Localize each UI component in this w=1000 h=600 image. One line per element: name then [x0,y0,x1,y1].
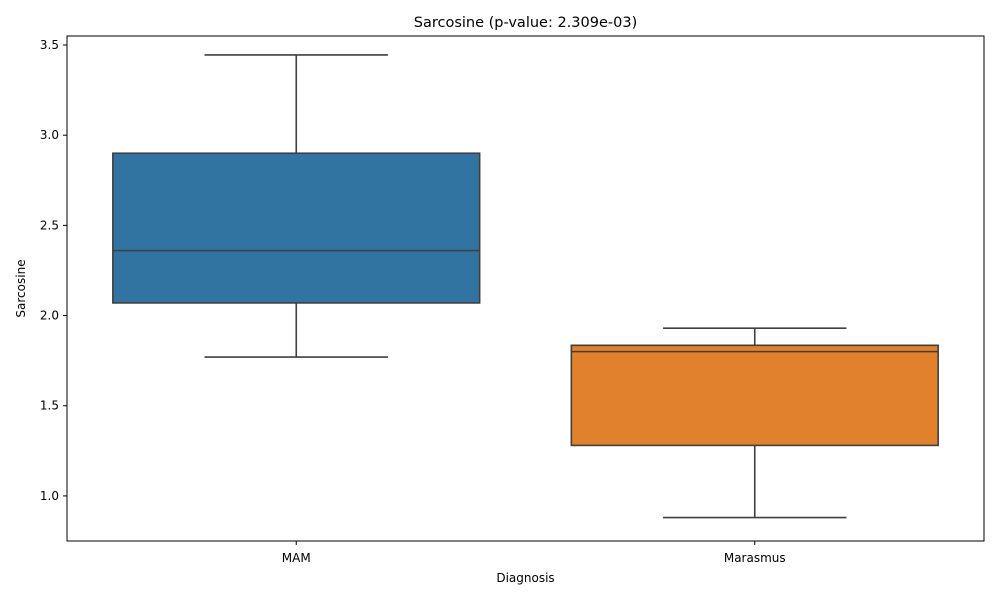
y-tick-label: 2.0 [40,309,59,323]
plot-area [112,54,939,519]
y-tick-label: 1.0 [40,489,59,503]
x-tick-label: Marasmus [724,551,786,565]
iqr-box [570,344,939,447]
x-axis-label: Diagnosis [496,571,554,585]
iqr-box [112,152,481,304]
chart-title: Sarcosine (p-value: 2.309e-03) [414,15,637,31]
y-tick-label: 2.5 [40,218,59,232]
y-axis-label: Sarcosine [14,259,28,317]
x-tick-label: MAM [282,551,311,565]
y-tick-label: 3.0 [40,128,59,142]
y-tick-label: 3.5 [40,38,59,52]
box-group-marasmus [570,327,939,519]
y-tick-label: 1.5 [40,399,59,413]
box-group-mam [112,54,481,358]
plot-frame [66,35,985,542]
